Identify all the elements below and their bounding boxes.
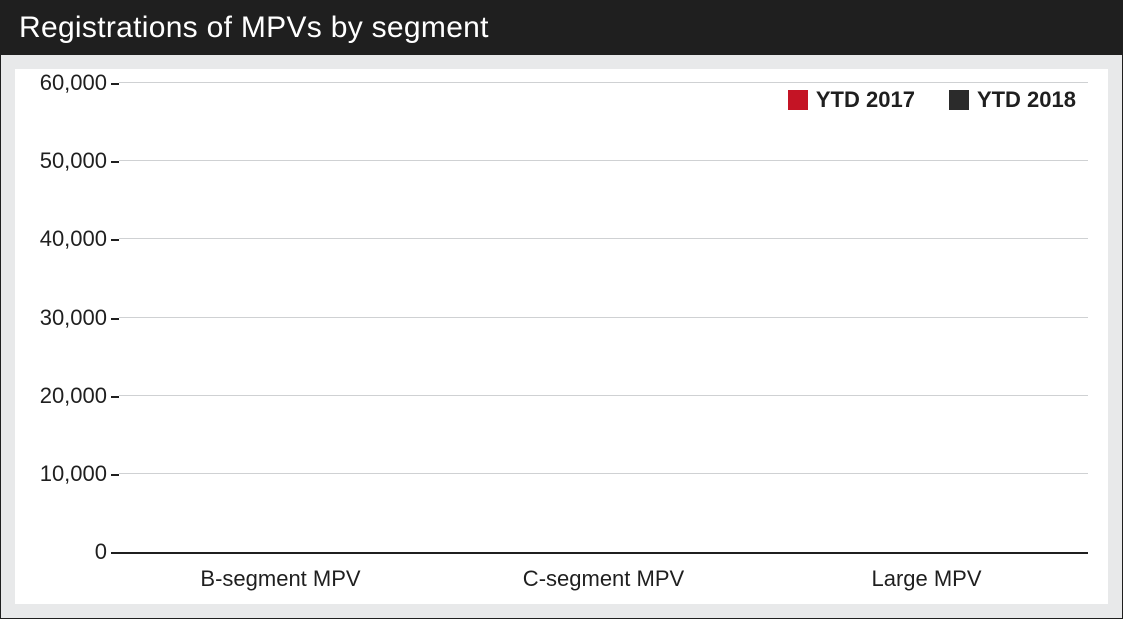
xtick-label-2: Large MPV: [871, 566, 981, 592]
legend-label-0: YTD 2017: [816, 87, 915, 113]
ytick-mark-5: [111, 161, 119, 163]
ytick-label-0: 0: [95, 539, 107, 565]
legend-swatch-0: [788, 90, 808, 110]
chart-title: Registrations of MPVs by segment: [1, 1, 1122, 55]
ytick-label-4: 40,000: [40, 226, 107, 252]
ytick-mark-2: [111, 396, 119, 398]
ytick-label-1: 10,000: [40, 461, 107, 487]
plot-wrapper: YTD 2017 YTD 2018 0 10,000 20,: [1, 55, 1122, 618]
ytick-label-3: 30,000: [40, 305, 107, 331]
ytick-label-2: 20,000: [40, 383, 107, 409]
chart-frame: Registrations of MPVs by segment YTD 201…: [0, 0, 1123, 619]
ytick-mark-3: [111, 318, 119, 320]
bars-row: B-segment MPV C-segment MPV Large MPV: [119, 83, 1088, 552]
ytick-mark-6: [111, 83, 119, 85]
xtick-label-1: C-segment MPV: [523, 566, 684, 592]
legend-label-1: YTD 2018: [977, 87, 1076, 113]
legend: YTD 2017 YTD 2018: [788, 87, 1076, 113]
ytick-mark-1: [111, 474, 119, 476]
legend-item-0: YTD 2017: [788, 87, 915, 113]
ytick-label-6: 60,000: [40, 70, 107, 96]
plot-area: 0 10,000 20,000 30,000 40,000: [119, 83, 1088, 554]
ytick-label-5: 50,000: [40, 148, 107, 174]
ytick-mark-4: [111, 239, 119, 241]
xtick-label-0: B-segment MPV: [200, 566, 360, 592]
legend-swatch-1: [949, 90, 969, 110]
ytick-mark-0: [111, 552, 119, 554]
plot-background: YTD 2017 YTD 2018 0 10,000 20,: [15, 69, 1108, 604]
legend-item-1: YTD 2018: [949, 87, 1076, 113]
